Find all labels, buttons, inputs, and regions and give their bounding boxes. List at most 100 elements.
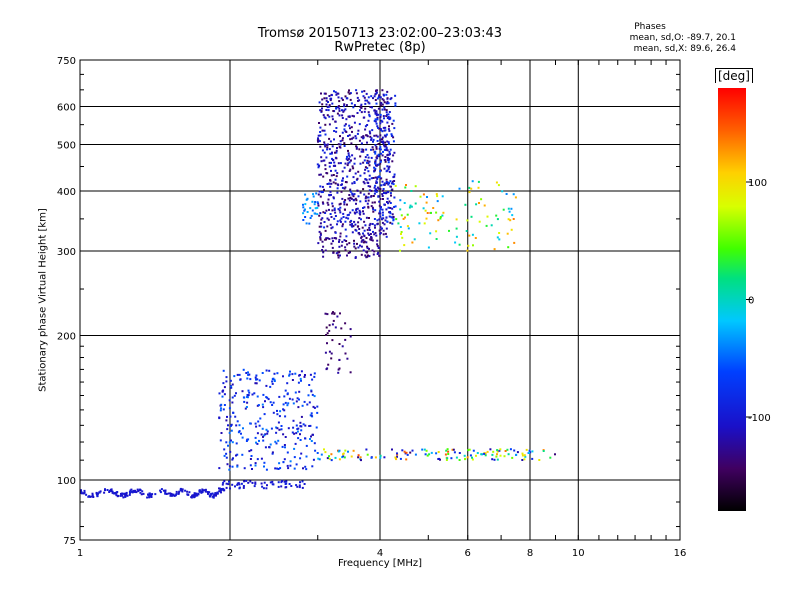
data-point (446, 448, 449, 451)
data-point (304, 374, 306, 376)
data-point (236, 453, 239, 456)
data-point (332, 311, 334, 314)
data-point (337, 256, 340, 259)
data-point (250, 455, 253, 457)
data-point (204, 488, 207, 491)
data-point (375, 102, 378, 105)
data-point (390, 97, 393, 100)
data-point (379, 207, 382, 210)
data-point (310, 390, 313, 393)
chart-subtitle: RwPretec (8p) (334, 40, 426, 55)
data-point (399, 208, 402, 211)
data-point (320, 453, 323, 456)
data-point (374, 232, 377, 234)
data-point (327, 198, 330, 201)
data-point (341, 170, 344, 173)
data-point (275, 431, 278, 434)
data-point (355, 145, 358, 148)
data-point (220, 432, 223, 434)
y-tick-label: 75 (63, 536, 76, 547)
data-point (326, 342, 328, 345)
data-point (312, 405, 315, 408)
data-point (374, 162, 377, 165)
data-point (347, 197, 350, 200)
data-point (480, 453, 483, 456)
data-point (410, 205, 413, 208)
data-point (388, 165, 391, 168)
data-point (525, 448, 528, 451)
data-point (330, 182, 333, 185)
data-point (344, 199, 347, 201)
data-point (286, 382, 289, 385)
data-point (295, 400, 298, 403)
data-point (304, 437, 307, 440)
data-point (381, 217, 384, 220)
data-point (366, 167, 369, 170)
data-point (255, 378, 257, 381)
data-point (470, 187, 473, 190)
data-point (236, 482, 239, 485)
data-point (370, 205, 373, 208)
colorbar-label: [deg] (715, 68, 753, 83)
data-point (341, 98, 344, 101)
phases-heading: Phases (634, 22, 666, 32)
data-point (316, 452, 319, 454)
data-point (324, 229, 327, 232)
data-point (393, 151, 396, 154)
data-point (213, 493, 216, 496)
data-point (439, 217, 442, 220)
data-point (225, 380, 228, 383)
data-point (344, 162, 347, 165)
data-point (266, 430, 269, 433)
data-point (272, 377, 275, 380)
data-point (241, 453, 244, 456)
data-point (362, 207, 364, 209)
data-point (327, 363, 330, 366)
data-point (333, 209, 336, 211)
data-point (362, 188, 365, 191)
data-point (110, 489, 113, 492)
data-point (332, 181, 335, 184)
data-point (355, 229, 358, 232)
data-point (380, 129, 383, 132)
data-point (388, 200, 391, 203)
data-point (413, 238, 416, 241)
data-point (228, 465, 231, 468)
data-point (265, 487, 268, 490)
data-point (271, 451, 274, 454)
data-point (343, 142, 346, 145)
data-point (334, 456, 337, 459)
data-point (359, 109, 361, 112)
data-point (357, 170, 360, 173)
data-point (345, 216, 348, 219)
data-point (355, 89, 358, 92)
data-point (513, 241, 516, 244)
data-point (383, 108, 386, 111)
data-point (385, 227, 388, 230)
data-point (322, 245, 325, 248)
data-point (338, 109, 341, 112)
data-point (332, 240, 334, 243)
data-point (280, 485, 283, 488)
data-point (377, 155, 380, 158)
data-point (425, 217, 428, 220)
data-point (245, 440, 248, 442)
data-point (208, 491, 211, 494)
data-point (367, 254, 369, 257)
data-point (368, 115, 371, 118)
data-point (491, 453, 494, 456)
data-point (284, 436, 287, 438)
data-point (380, 184, 383, 187)
data-point (330, 242, 333, 245)
data-point (384, 156, 387, 158)
data-point (258, 379, 261, 382)
data-point (382, 93, 385, 96)
data-point (350, 224, 353, 227)
data-point (387, 161, 390, 164)
data-point (340, 327, 343, 330)
data-point (285, 486, 288, 489)
data-point (315, 426, 318, 429)
data-point (445, 459, 448, 461)
data-point (279, 410, 282, 413)
data-point (498, 232, 501, 234)
